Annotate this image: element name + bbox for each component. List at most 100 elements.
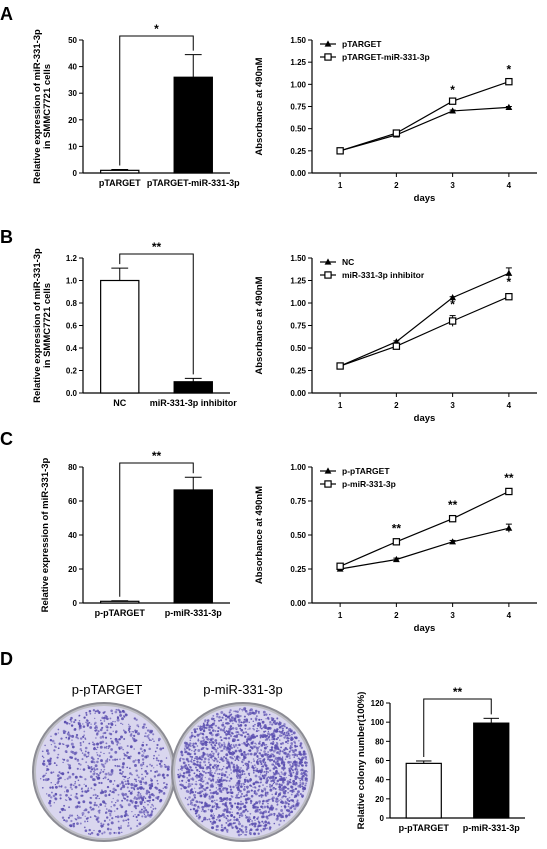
colony (220, 828, 224, 832)
colony (85, 711, 88, 714)
colony (241, 792, 243, 795)
colony (100, 722, 103, 725)
colony (253, 832, 257, 836)
colony (131, 731, 133, 733)
colony (294, 768, 297, 771)
colony (225, 766, 229, 770)
colony (251, 822, 254, 826)
colony (205, 792, 207, 794)
colony (96, 760, 99, 764)
colony (123, 778, 125, 781)
colony (211, 795, 215, 799)
colony (208, 728, 211, 732)
colony (305, 758, 308, 761)
colony (212, 775, 214, 778)
colony (255, 801, 259, 805)
colony (98, 809, 101, 812)
colony (208, 754, 211, 756)
colony (249, 828, 253, 832)
colony (164, 765, 167, 768)
colony (285, 726, 288, 730)
colony (247, 816, 251, 820)
colony (221, 813, 225, 817)
colony (195, 780, 197, 783)
colony (235, 769, 238, 772)
colony (284, 734, 288, 737)
colony (127, 814, 129, 817)
colony (270, 779, 273, 783)
colony (197, 807, 199, 809)
colony (95, 816, 97, 818)
colony (65, 793, 68, 797)
colony (116, 718, 120, 722)
colony (247, 760, 251, 763)
colony (187, 743, 191, 747)
colony (47, 759, 50, 762)
colony (271, 777, 274, 780)
colony (263, 713, 266, 717)
colony (187, 785, 190, 788)
colony (275, 807, 278, 811)
colony (63, 819, 66, 822)
colony (76, 797, 79, 800)
colony (246, 780, 249, 783)
colony (59, 797, 62, 800)
x-tick-label: 4 (507, 401, 512, 410)
colony (284, 789, 287, 793)
colony (204, 771, 207, 775)
colony (143, 806, 146, 810)
colony (87, 751, 90, 754)
colony (148, 747, 151, 751)
colony (181, 769, 183, 771)
colony (127, 822, 130, 824)
colony (204, 743, 208, 746)
colony (119, 826, 122, 830)
colony (230, 804, 234, 808)
colony (262, 811, 265, 813)
colony (218, 819, 221, 822)
colony (96, 816, 100, 820)
colony (106, 773, 108, 775)
colony (230, 743, 233, 746)
colony (266, 777, 269, 780)
colony (278, 752, 281, 755)
colony (149, 799, 151, 802)
colony (119, 787, 123, 791)
colony (109, 814, 112, 817)
colony (134, 807, 138, 810)
colony (229, 725, 233, 728)
colony (101, 826, 103, 828)
significance-bracket (423, 698, 492, 757)
x-tick-label: 2 (394, 401, 399, 410)
colony (237, 718, 241, 722)
colony (207, 783, 209, 785)
colony (215, 764, 217, 766)
colony (119, 713, 123, 717)
colony (132, 760, 136, 763)
series-line (339, 81, 510, 152)
colony (240, 753, 243, 757)
colony (184, 797, 187, 799)
colony (50, 791, 53, 794)
colony (279, 813, 282, 817)
colony (94, 710, 97, 713)
colony (135, 815, 138, 819)
colony (287, 742, 289, 744)
colony (272, 734, 276, 738)
colony (158, 737, 161, 741)
colony (285, 809, 288, 812)
colony (107, 778, 110, 780)
colony (217, 780, 221, 784)
legend-label: pTARGET (342, 39, 382, 49)
x-tick-label: 4 (507, 181, 512, 190)
colony (253, 753, 256, 757)
colony (195, 755, 199, 758)
colony (280, 805, 283, 808)
colony (105, 811, 108, 814)
colony (232, 765, 236, 769)
colony (262, 761, 265, 764)
colony (212, 717, 215, 720)
colony (100, 719, 102, 722)
colony (140, 811, 143, 814)
